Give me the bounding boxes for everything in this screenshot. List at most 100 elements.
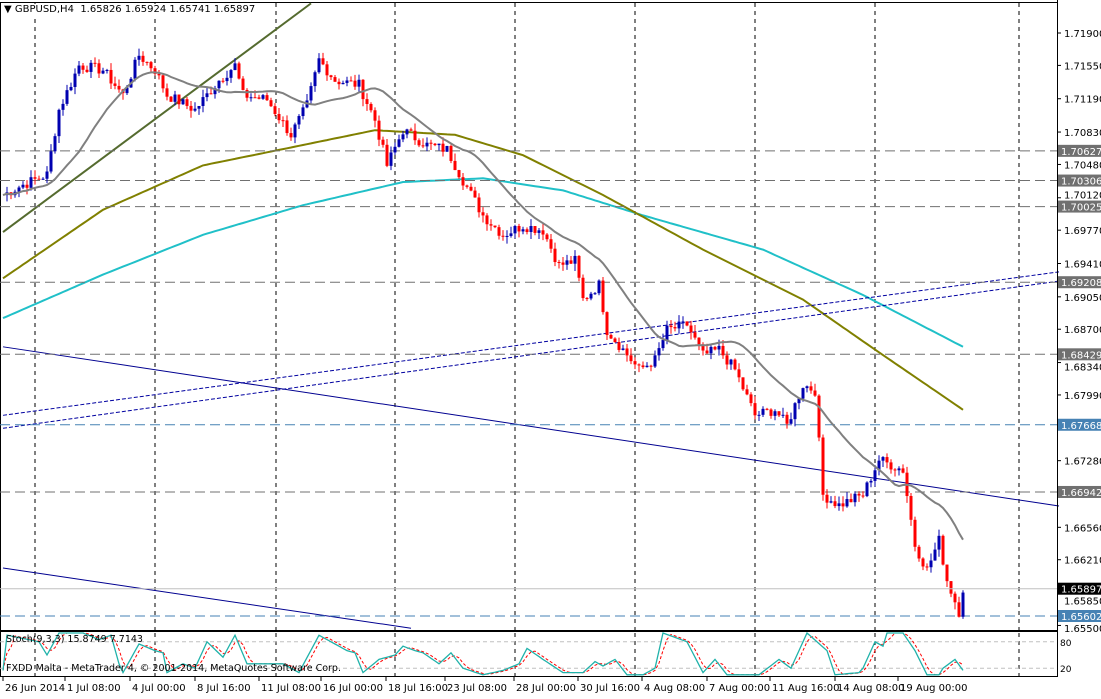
candle-body [741, 377, 745, 390]
candle-body [229, 70, 233, 78]
time-tick-label: 1 Jul 08:00 [67, 683, 121, 694]
candle-body [929, 560, 933, 568]
candle-body [345, 80, 349, 83]
candle-body [553, 248, 557, 263]
level-price-tag-bg [1058, 610, 1101, 623]
candle-body [549, 239, 553, 249]
candle-body [197, 105, 201, 109]
candle-body [825, 494, 829, 503]
candle-body [261, 95, 265, 99]
price-tick-label: 1.71900 [1064, 29, 1101, 40]
candle-body [533, 226, 537, 233]
candle-body [409, 129, 413, 131]
main-panel [0, 2, 1058, 631]
candle-body [225, 77, 229, 82]
candle-body [377, 120, 381, 140]
candle-body [105, 69, 109, 71]
candle-body [785, 414, 789, 424]
candle-body [97, 63, 101, 74]
price-tick-label: 1.68700 [1064, 325, 1101, 336]
candle-body [653, 355, 657, 367]
candle-body [709, 346, 713, 354]
candle-body [45, 171, 49, 179]
candle-body [721, 345, 725, 356]
candle-body [797, 398, 801, 404]
ohlc-values: 1.65826 1.65924 1.65741 1.65897 [80, 4, 256, 15]
candle-body [441, 143, 445, 152]
candle-body [297, 116, 301, 125]
candle-body [601, 280, 605, 313]
candle-body [185, 99, 189, 106]
candle-body [881, 457, 885, 461]
candle-body [153, 68, 157, 74]
candle-body [325, 64, 329, 76]
price-tick-label: 1.66210 [1064, 556, 1101, 567]
candle-body [221, 80, 225, 82]
time-tick-label: 14 Aug 08:00 [837, 683, 904, 694]
trendline-navy [2, 567, 412, 629]
candle-body [165, 88, 169, 97]
candle-body [49, 151, 53, 172]
candle-body [301, 107, 305, 117]
candle-body [565, 260, 569, 265]
candle-body [357, 79, 361, 87]
candle-body [457, 170, 461, 178]
level-price-tag: 1.70627 [1061, 147, 1101, 158]
candle-body [817, 395, 821, 438]
candle-body [861, 495, 865, 497]
time-tick-label: 4 Aug 08:00 [644, 683, 705, 694]
time-tick-label: 8 Jul 16:00 [197, 683, 251, 694]
candle-body [845, 499, 849, 507]
trendline-olive [2, 2, 312, 233]
candle-body [605, 312, 609, 335]
time-tick-label: 23 Jul 08:00 [447, 683, 507, 694]
candle-body [725, 355, 729, 365]
candle-body [501, 235, 505, 237]
candle-body [269, 100, 273, 107]
candle-body [925, 566, 929, 568]
candle-body [761, 408, 765, 415]
candle-body [621, 348, 625, 350]
candle-body [629, 355, 633, 362]
candle-body [37, 178, 41, 180]
time-tick-label: 7 Aug 00:00 [709, 683, 770, 694]
candle-body [21, 184, 25, 188]
price-tick-label: 1.67280 [1064, 457, 1101, 468]
candle-body [633, 361, 637, 365]
candle-body [421, 145, 425, 147]
candle-body [813, 390, 817, 396]
candle-body [585, 298, 589, 300]
candle-body [909, 496, 913, 520]
candle-body [25, 184, 29, 188]
candle-body [921, 558, 925, 567]
candle-body [245, 89, 249, 98]
time-tick-label: 4 Jul 00:00 [132, 683, 186, 694]
candle-body [625, 348, 629, 356]
candle-body [793, 403, 797, 420]
candle-body [513, 226, 517, 234]
candle-body [293, 124, 297, 138]
candle-body [945, 564, 949, 582]
candle-body [885, 457, 889, 463]
stochastic-signal-line [2, 632, 964, 676]
candle-body [957, 602, 961, 617]
candle-body [897, 468, 901, 471]
candle-body [89, 62, 93, 72]
candle-body [525, 229, 529, 233]
candle-body [133, 59, 137, 79]
level-price-tag-bg [1058, 276, 1101, 289]
level-price-tag-bg [1058, 348, 1101, 361]
candle-body [237, 63, 241, 79]
candle-body [381, 139, 385, 145]
candle-body [717, 345, 721, 350]
price-tick-label: 1.68340 [1064, 362, 1101, 373]
candle-body [73, 73, 77, 87]
candle-body [917, 546, 921, 559]
candle-body [673, 327, 677, 329]
candle-body [313, 72, 317, 87]
candle-body [113, 83, 117, 86]
candle-body [949, 581, 953, 594]
level-price-tag-bg [1058, 144, 1101, 157]
